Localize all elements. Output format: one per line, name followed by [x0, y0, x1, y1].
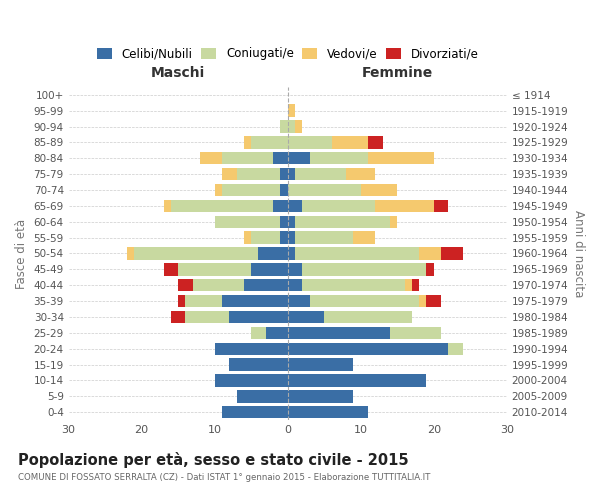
Bar [295, 232, 353, 244]
Bar [215, 216, 280, 228]
Bar [251, 326, 266, 339]
Bar [222, 152, 273, 164]
Bar [222, 406, 287, 418]
Bar [287, 279, 302, 291]
Bar [164, 263, 178, 276]
Text: Femmine: Femmine [362, 66, 433, 80]
Bar [346, 168, 376, 180]
Bar [266, 326, 287, 339]
Bar [324, 311, 412, 323]
Text: Popolazione per età, sesso e stato civile - 2015: Popolazione per età, sesso e stato civil… [18, 452, 409, 468]
Bar [287, 374, 427, 386]
Bar [251, 232, 280, 244]
Bar [287, 311, 324, 323]
Bar [215, 342, 287, 355]
Bar [419, 248, 441, 260]
Bar [273, 200, 287, 212]
Bar [295, 216, 390, 228]
Bar [310, 295, 419, 308]
Bar [295, 168, 346, 180]
Bar [164, 200, 171, 212]
Bar [287, 342, 448, 355]
Bar [287, 152, 310, 164]
Bar [251, 263, 287, 276]
Bar [244, 136, 251, 148]
Bar [448, 342, 463, 355]
Bar [287, 200, 302, 212]
Bar [171, 200, 273, 212]
Bar [193, 279, 244, 291]
Bar [171, 311, 185, 323]
Bar [287, 295, 310, 308]
Bar [251, 136, 287, 148]
Bar [287, 406, 368, 418]
Bar [178, 263, 251, 276]
Bar [244, 232, 251, 244]
Bar [280, 120, 287, 132]
Bar [427, 263, 434, 276]
Bar [361, 184, 397, 196]
Bar [222, 295, 287, 308]
Text: COMUNE DI FOSSATO SERRALTA (CZ) - Dati ISTAT 1° gennaio 2015 - Elaborazione TUTT: COMUNE DI FOSSATO SERRALTA (CZ) - Dati I… [18, 472, 430, 482]
Y-axis label: Anni di nascita: Anni di nascita [572, 210, 585, 297]
Bar [302, 279, 404, 291]
Bar [280, 184, 287, 196]
Bar [302, 200, 376, 212]
Bar [287, 136, 331, 148]
Bar [215, 184, 222, 196]
Bar [273, 152, 287, 164]
Bar [353, 232, 376, 244]
Bar [434, 200, 448, 212]
Bar [427, 295, 441, 308]
Bar [259, 248, 287, 260]
Bar [287, 184, 361, 196]
Bar [295, 120, 302, 132]
Bar [310, 152, 368, 164]
Bar [127, 248, 134, 260]
Bar [244, 279, 287, 291]
Bar [222, 184, 280, 196]
Bar [236, 168, 280, 180]
Bar [178, 279, 193, 291]
Bar [287, 358, 353, 371]
Bar [368, 136, 383, 148]
Bar [390, 216, 397, 228]
Legend: Celibi/Nubili, Coniugati/e, Vedovi/e, Divorziati/e: Celibi/Nubili, Coniugati/e, Vedovi/e, Di… [92, 43, 483, 65]
Bar [287, 120, 295, 132]
Bar [287, 216, 295, 228]
Bar [200, 152, 222, 164]
Bar [280, 216, 287, 228]
Bar [331, 136, 368, 148]
Bar [287, 248, 295, 260]
Bar [287, 232, 295, 244]
Bar [229, 358, 287, 371]
Bar [287, 326, 390, 339]
Bar [280, 232, 287, 244]
Bar [178, 295, 185, 308]
Bar [185, 311, 229, 323]
Bar [215, 374, 287, 386]
Bar [222, 168, 236, 180]
Bar [134, 248, 259, 260]
Bar [404, 279, 412, 291]
Bar [287, 263, 302, 276]
Bar [287, 168, 295, 180]
Bar [419, 295, 427, 308]
Bar [229, 311, 287, 323]
Bar [236, 390, 287, 402]
Bar [302, 263, 427, 276]
Text: Maschi: Maschi [151, 66, 205, 80]
Bar [287, 104, 295, 117]
Bar [185, 295, 222, 308]
Bar [390, 326, 441, 339]
Bar [368, 152, 434, 164]
Bar [295, 248, 419, 260]
Bar [412, 279, 419, 291]
Bar [280, 168, 287, 180]
Bar [441, 248, 463, 260]
Bar [287, 390, 353, 402]
Y-axis label: Fasce di età: Fasce di età [15, 218, 28, 288]
Bar [376, 200, 434, 212]
